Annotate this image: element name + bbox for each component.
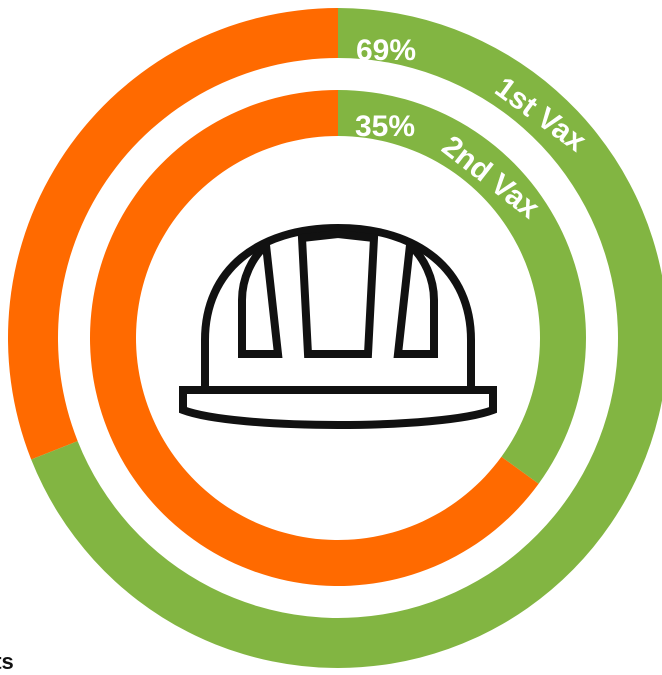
outer-ring-remaining-segment: [7, 8, 339, 460]
outer-percent-label: 69%: [356, 34, 416, 67]
inner-ring-2nd-vax-segment: [338, 90, 586, 484]
inner-percent-label: 35%: [355, 110, 415, 143]
hard-hat-icon: [179, 223, 497, 429]
outer-ring: [7, 8, 662, 668]
inner-ring: [89, 90, 586, 587]
footer-text: cts: [0, 649, 14, 674]
